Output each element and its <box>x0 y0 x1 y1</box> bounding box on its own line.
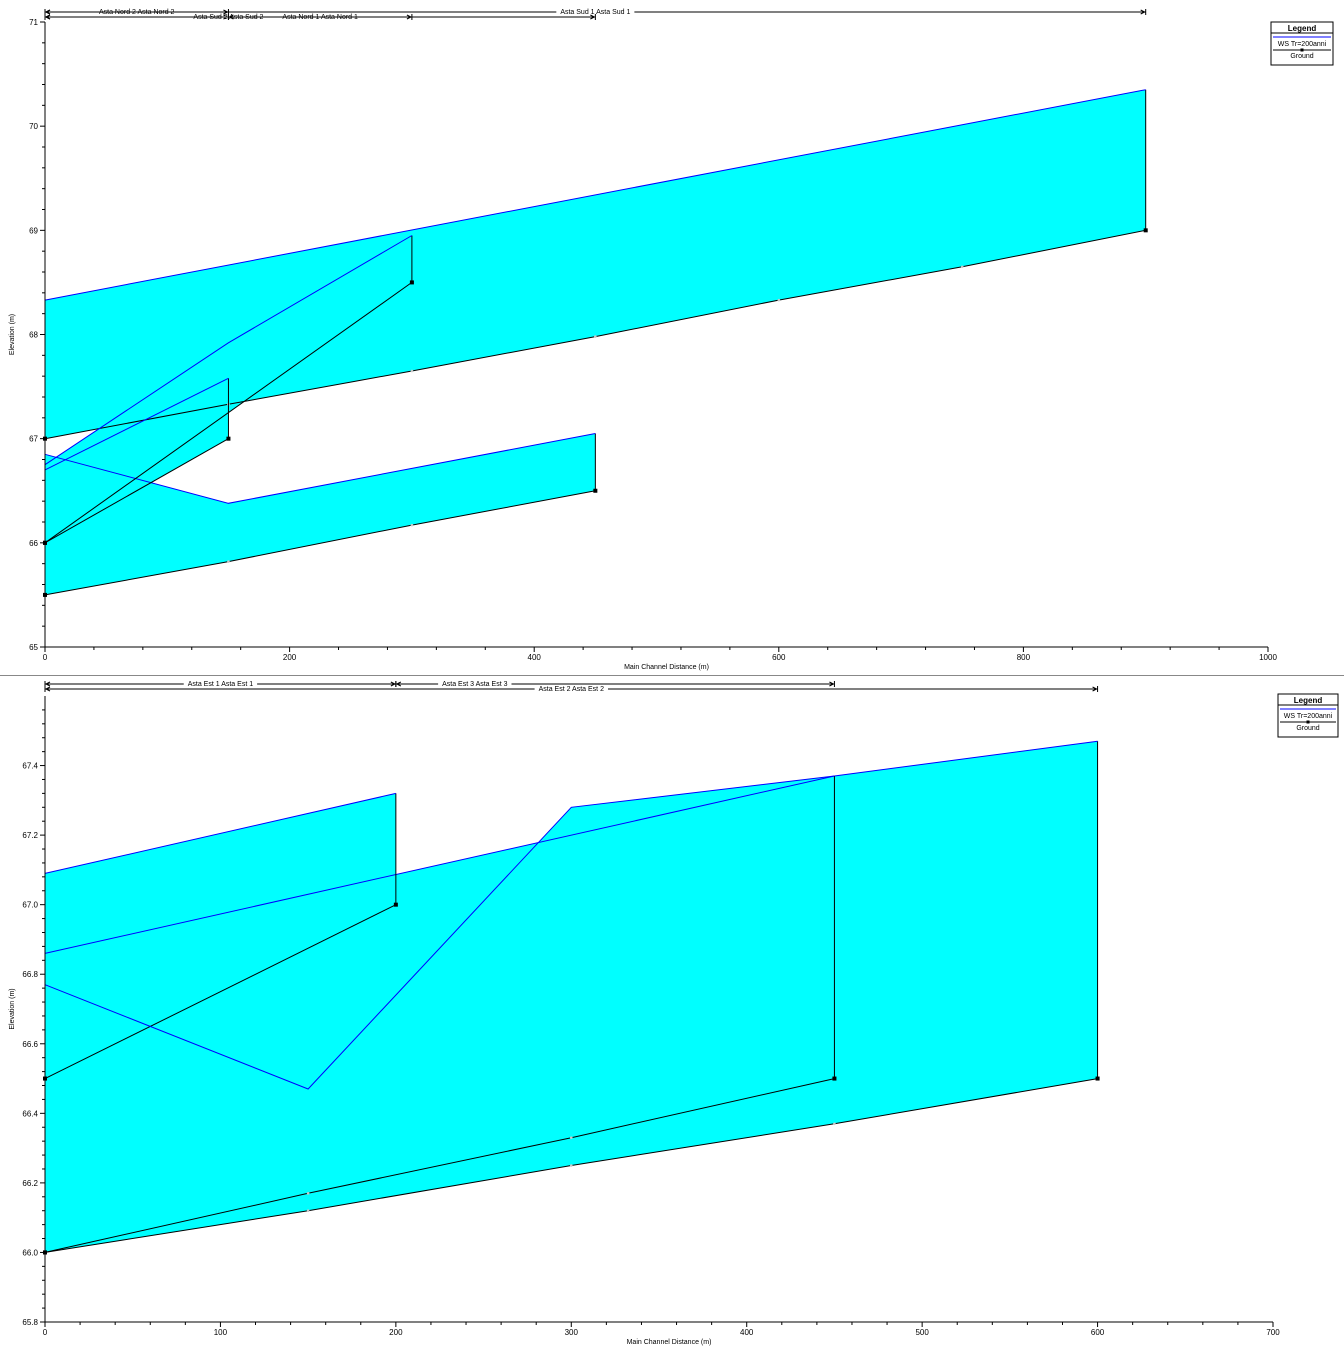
reach-label: Asta Est 1 Asta Est 1 <box>188 681 253 688</box>
y-axis-title: Elevation (m) <box>9 314 16 355</box>
x-tick-label: 600 <box>1091 1328 1105 1337</box>
y-tick-label: 69 <box>29 226 38 235</box>
ground-point-1-4 <box>594 335 597 338</box>
y-tick-label: 67 <box>29 435 38 444</box>
legend-ground-marker <box>1306 720 1310 724</box>
legend-ground-marker <box>1300 48 1304 52</box>
ws-line-2 <box>44 433 596 504</box>
ground-point-1-3 <box>569 1164 573 1167</box>
reach-arrow <box>1092 686 1098 692</box>
x-tick-label: 400 <box>528 653 542 662</box>
y-tick-label: 66.4 <box>22 1109 38 1118</box>
reach-label-bg <box>556 11 635 13</box>
y-tick-label: 67.0 <box>22 901 38 910</box>
ground-line-3 <box>44 1078 835 1253</box>
ground-line-2 <box>44 490 596 596</box>
x-tick-label: 0 <box>43 1328 48 1337</box>
reach-label: Asta Est 2 Asta Est 2 <box>539 686 604 693</box>
y-tick-label: 65 <box>29 643 38 652</box>
legend-title: Legend <box>1294 696 1323 705</box>
ground-point-2-4 <box>593 488 598 493</box>
y-tick-label: 70 <box>29 122 38 131</box>
ground-point-2-2 <box>393 902 398 907</box>
legend-entry-ground: Ground <box>1296 725 1319 732</box>
y-tick-label: 67.2 <box>22 831 38 840</box>
legend-entry-ground: Ground <box>1290 53 1313 60</box>
bottom-profile-chart: 0 100 200 300 400 500 600 700 65.8 66.0 66.2 66.4 66… <box>9 681 1339 1346</box>
ground-point-1-6 <box>960 265 964 269</box>
chart-divider <box>0 675 1344 676</box>
x-tick-label: 700 <box>1266 1328 1280 1337</box>
reach-arrow <box>395 681 402 687</box>
ws-line-1 <box>44 89 1146 301</box>
reach-label-bg <box>438 683 512 685</box>
y-tick-label: 68 <box>29 331 38 340</box>
x-tick-label: 200 <box>389 1328 403 1337</box>
legend-entry-ws: WS Tr=200anni <box>1278 41 1327 48</box>
water-area-3 <box>45 776 835 1253</box>
y-tick-label: 66.8 <box>22 970 38 979</box>
y-tick-label: 65.8 <box>22 1318 38 1327</box>
x-tick-label: 800 <box>1017 653 1031 662</box>
x-axis-title: Main Channel Distance (m) <box>624 664 709 671</box>
legend-title: Legend <box>1288 24 1317 33</box>
x-tick-label: 600 <box>772 653 786 662</box>
reach-label-bg <box>183 683 258 685</box>
y-tick-label: 66.0 <box>22 1248 38 1257</box>
ground-point-2-3 <box>410 523 414 527</box>
water-area-2 <box>45 433 596 595</box>
x-tick-label: 200 <box>283 653 297 662</box>
x-axis-title: Main Channel Distance (m) <box>627 1339 712 1346</box>
reach-label: Asta Est 3 Asta Est 3 <box>442 681 507 688</box>
ground-line-4 <box>44 281 413 544</box>
x-tick-label: 400 <box>740 1328 754 1337</box>
y-tick-label: 66.2 <box>22 1179 38 1188</box>
ground-point-3-4 <box>832 1076 837 1081</box>
ground-point-1-3 <box>410 369 414 373</box>
top-profile-chart: 0 200 400 600 800 1000 65 66 67 68 69 70 71 Main Chan… <box>9 9 1334 671</box>
ws-line-3 <box>44 377 229 471</box>
ground-point-1-4 <box>833 1122 836 1126</box>
reach-arrow <box>44 681 51 687</box>
ground-point-3-2 <box>226 436 231 441</box>
reach-arrow <box>390 681 396 687</box>
x-tick-label: 300 <box>565 1328 579 1337</box>
y-tick-label: 66 <box>29 539 38 548</box>
legend-box <box>1277 693 1339 738</box>
reach-label-bg <box>534 688 608 690</box>
legend-box <box>1270 21 1334 66</box>
ground-line-3 <box>44 438 229 544</box>
water-area-1 <box>45 89 1146 439</box>
reach-arrow <box>829 681 835 687</box>
y-tick-label: 66.6 <box>22 1040 38 1049</box>
legend-entry-ws: WS Tr=200anni <box>1284 713 1333 720</box>
reach-arrow <box>44 686 51 692</box>
reach-arrow <box>1140 9 1146 15</box>
water-area-2 <box>45 793 396 1079</box>
ground-point-1-7 <box>1143 228 1148 233</box>
ground-point-3-2 <box>306 1192 310 1195</box>
ws-line-2 <box>44 792 397 874</box>
y-axis-title: Elevation (m) <box>9 988 16 1029</box>
ground-point-1-5 <box>777 298 781 302</box>
ground-point-1-5 <box>1095 1076 1100 1081</box>
reach-arrow <box>44 9 51 15</box>
x-tick-label: 0 <box>43 653 48 662</box>
ws-line-3 <box>44 775 835 1090</box>
x-tick-label: 1000 <box>1259 653 1277 662</box>
ground-point-3-3 <box>569 1136 573 1139</box>
y-tick-label: 71 <box>29 18 38 27</box>
ground-point-2-2 <box>227 560 230 563</box>
reach-label: Asta Sud 1 Asta Sud 1 <box>560 9 630 16</box>
x-tick-label: 500 <box>915 1328 929 1337</box>
reach-arrow <box>44 14 51 20</box>
ground-line-2 <box>44 904 397 1080</box>
x-tick-label: 100 <box>214 1328 228 1337</box>
ws-line-4 <box>44 235 413 466</box>
ground-point-1-2 <box>306 1209 310 1213</box>
reach-arrow <box>590 14 596 20</box>
ground-point-4-2 <box>409 280 414 285</box>
y-tick-label: 67.4 <box>22 762 38 771</box>
